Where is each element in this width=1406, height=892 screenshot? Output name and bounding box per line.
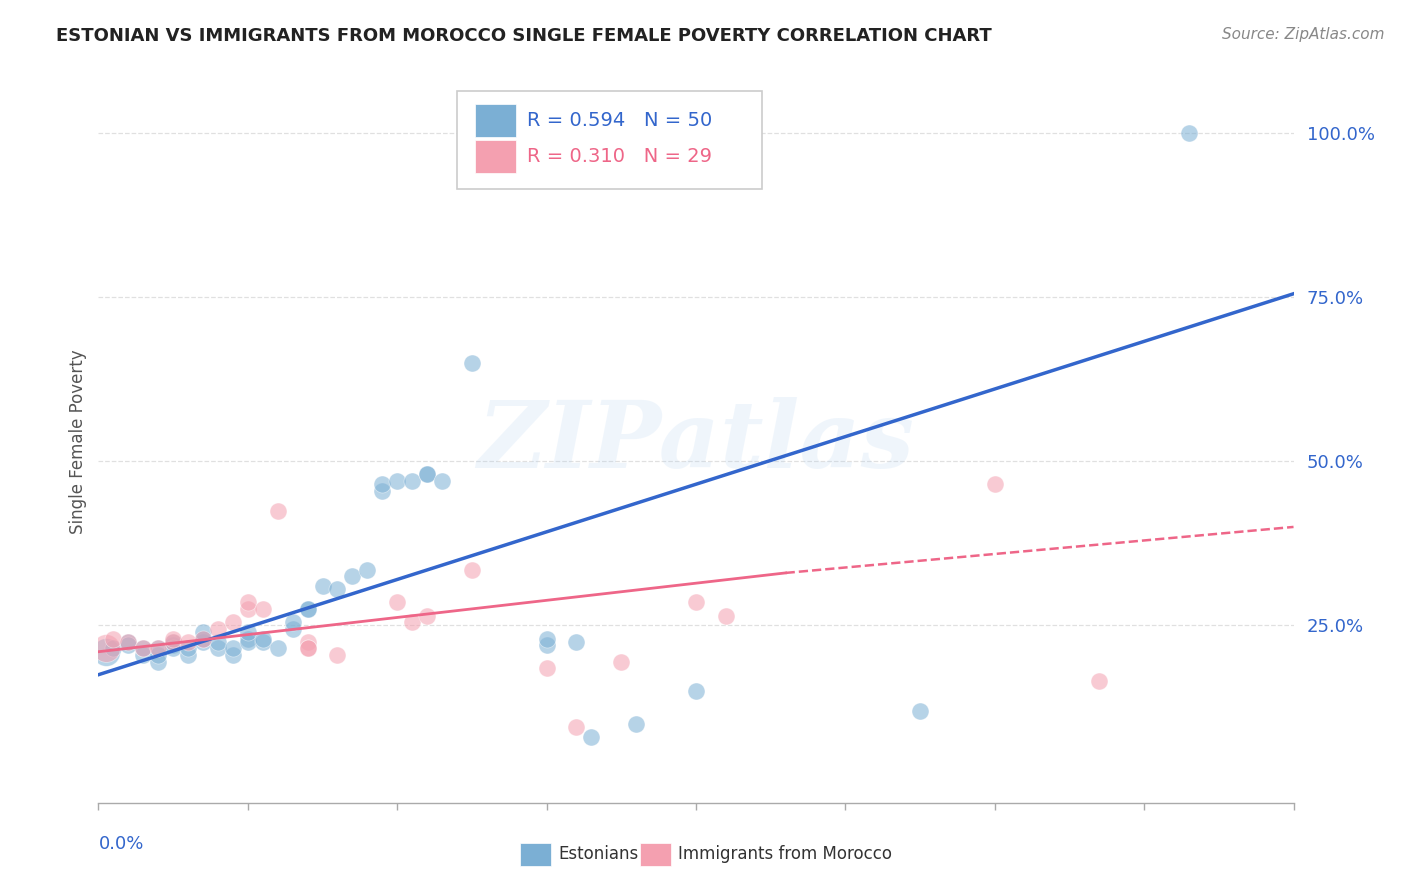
Y-axis label: Single Female Poverty: Single Female Poverty <box>69 350 87 533</box>
Point <box>610 655 633 669</box>
Point <box>714 608 737 623</box>
Point <box>94 645 117 659</box>
Point <box>685 595 707 609</box>
Point <box>385 474 409 488</box>
Point <box>416 467 439 482</box>
Point <box>162 641 184 656</box>
Point <box>191 632 214 646</box>
Point <box>222 641 245 656</box>
FancyBboxPatch shape <box>457 91 762 189</box>
Point <box>162 638 184 652</box>
Point <box>267 641 290 656</box>
Point <box>1178 126 1201 140</box>
Point <box>236 625 259 640</box>
Point <box>222 648 245 662</box>
Point <box>177 641 200 656</box>
Point <box>236 632 259 646</box>
Point <box>267 503 290 517</box>
Point <box>984 477 1007 491</box>
Point <box>385 595 409 609</box>
Point <box>326 648 349 662</box>
Point <box>132 648 155 662</box>
Point <box>536 632 558 646</box>
Text: ESTONIAN VS IMMIGRANTS FROM MOROCCO SINGLE FEMALE POVERTY CORRELATION CHART: ESTONIAN VS IMMIGRANTS FROM MOROCCO SING… <box>56 27 993 45</box>
Point <box>581 730 603 744</box>
Point <box>236 635 259 649</box>
Point <box>236 595 259 609</box>
Point <box>536 661 558 675</box>
Point <box>252 635 274 649</box>
Point <box>103 632 125 646</box>
Point <box>132 641 155 656</box>
Point <box>326 582 349 597</box>
Point <box>536 638 558 652</box>
Point <box>207 622 229 636</box>
Point <box>191 635 214 649</box>
Text: ZIPatlas: ZIPatlas <box>478 397 914 486</box>
Point <box>356 563 378 577</box>
Point <box>222 615 245 630</box>
Point <box>297 602 319 616</box>
Text: 0.0%: 0.0% <box>98 835 143 854</box>
Text: Immigrants from Morocco: Immigrants from Morocco <box>678 845 891 863</box>
Point <box>162 632 184 646</box>
Point <box>461 356 484 370</box>
Point <box>103 641 125 656</box>
Point <box>371 477 394 491</box>
Point <box>565 635 588 649</box>
Point <box>401 474 423 488</box>
Point <box>685 684 707 698</box>
Point <box>281 622 304 636</box>
Point <box>191 632 214 646</box>
Point <box>117 638 139 652</box>
Point <box>132 641 155 656</box>
Text: R = 0.310   N = 29: R = 0.310 N = 29 <box>527 147 713 167</box>
Text: Source: ZipAtlas.com: Source: ZipAtlas.com <box>1222 27 1385 42</box>
Point <box>162 635 184 649</box>
Point <box>342 569 364 583</box>
FancyBboxPatch shape <box>475 104 516 137</box>
Point <box>191 625 214 640</box>
Point <box>565 720 588 734</box>
Point <box>207 641 229 656</box>
Point <box>908 704 931 718</box>
Point <box>401 615 423 630</box>
Point <box>148 648 170 662</box>
Point <box>177 635 200 649</box>
Point <box>297 641 319 656</box>
Point <box>430 474 453 488</box>
Point <box>117 635 139 649</box>
Point <box>371 483 394 498</box>
Point <box>297 635 319 649</box>
Point <box>252 632 274 646</box>
Point <box>461 563 484 577</box>
Point <box>162 635 184 649</box>
Point <box>148 655 170 669</box>
Point <box>177 648 200 662</box>
Point <box>207 635 229 649</box>
Point <box>148 641 170 656</box>
Point <box>281 615 304 630</box>
FancyBboxPatch shape <box>640 843 671 865</box>
Point <box>1088 674 1111 689</box>
Point <box>311 579 333 593</box>
Text: R = 0.594   N = 50: R = 0.594 N = 50 <box>527 112 713 130</box>
Point <box>416 608 439 623</box>
Text: Estonians: Estonians <box>558 845 638 863</box>
Point <box>416 467 439 482</box>
Point <box>236 602 259 616</box>
Point <box>297 641 319 656</box>
FancyBboxPatch shape <box>475 140 516 173</box>
Point <box>117 635 139 649</box>
Point <box>297 602 319 616</box>
Point <box>626 717 648 731</box>
Point <box>148 641 170 656</box>
FancyBboxPatch shape <box>520 843 551 865</box>
Point <box>252 602 274 616</box>
Point <box>94 641 117 656</box>
